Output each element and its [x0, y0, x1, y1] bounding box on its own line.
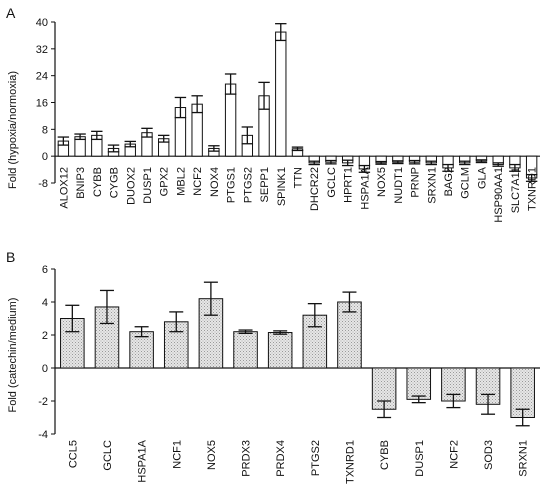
panel-a-bar-spink1	[275, 31, 287, 157]
panel-a-category-label: TXNRD1	[527, 167, 539, 211]
panel-a-category-label: HSPA1A	[359, 166, 371, 209]
panel-a-category-label: GPX2	[159, 167, 171, 196]
panel-a-category-label: BAG2	[443, 167, 455, 196]
panel-b-category-label: CCL5	[67, 440, 79, 468]
panel-b-category-label: PRDX4	[275, 440, 287, 477]
panel-a-category-label: NOX5	[376, 167, 388, 197]
panel-a-category-label: NOX4	[209, 167, 221, 197]
panel-a-category-label: SEPP1	[259, 167, 271, 202]
panel-b-y-tick-label: 4	[42, 297, 48, 309]
panel-a-category-label: NCF2	[192, 167, 204, 196]
panel-a-y-tick-label: 32	[36, 44, 48, 56]
panel-b-y-tick-label: 6	[42, 264, 48, 276]
panel-a-category-label: ALOX12	[58, 167, 70, 209]
panel-a-category-label: GCLM	[460, 167, 472, 199]
panel-a-y-tick-label: 24	[36, 71, 48, 83]
panel-a-category-label: GLA	[476, 166, 488, 189]
panel-a-letter: A	[6, 5, 16, 21]
panel-a-category-label: SPINK1	[276, 167, 288, 206]
panel-a-category-label: PTGS1	[226, 167, 238, 203]
panel-a-category-label: BNIP3	[75, 167, 87, 199]
panel-a-category-label: MBL2	[175, 167, 187, 196]
panel-a-y-tick-label: 8	[42, 124, 48, 136]
panel-a-y-tick-label: 0	[42, 151, 48, 163]
panel-a-category-label: DHCR22	[309, 167, 321, 211]
panel-b-bar-prdx3	[233, 331, 258, 369]
panel-a-category-label: CYBB	[92, 167, 104, 197]
panel-b-letter: B	[6, 249, 15, 265]
panel-b-category-label: TXNRD1	[344, 440, 356, 484]
panel-a-category-label: TTN	[293, 167, 305, 188]
panel-a-y-axis-title: Fold (hypoxia/normoxia)	[7, 71, 19, 189]
panel-a-category-label: SLC7A11	[510, 167, 522, 213]
panel-b-plot: -4 -2 0 2 4 6 CCL5 GCLC HSPA1A NCF1 NOX5 PRDX3 PRDX4…	[38, 264, 540, 484]
panel-b-category-label: PTGS2	[310, 440, 322, 476]
panel-b-category-label: CYBB	[379, 440, 391, 470]
panel-a-y-tick-label: 40	[36, 17, 48, 29]
panel-a-category-label: HSP90AA1	[493, 167, 505, 223]
panel-a-category-label: SRXN1	[426, 167, 438, 204]
panel-b-category-label: DUSP1	[414, 440, 426, 477]
panel-b-y-axis-title: Fold (catechin/medium)	[7, 298, 19, 413]
panel-b-category-label: NCF2	[448, 440, 460, 469]
panel-b-category-label: SOD3	[483, 440, 495, 470]
panel-b-category-label: GCLC	[102, 440, 114, 471]
panel-a-category-label: DUSP1	[142, 167, 154, 204]
panel-a-category-label: PTGS2	[242, 167, 254, 203]
panel-b-bar-prdx4	[267, 332, 293, 369]
panel-a-category-label: DUOX2	[125, 167, 137, 205]
panel-b-y-tick-label: -4	[38, 429, 48, 441]
panel-a-category-label: HPRT1	[343, 167, 355, 203]
panel-b-bar-dusp1	[406, 367, 432, 400]
panel-a-plot: -8 0 8 16 24 32 40 ALOX12 BNIP3 CYBB CYGB DUOX2 DUSP…	[36, 17, 540, 223]
panel-b-category-label: SRXN1	[518, 440, 530, 477]
panel-b-y-tick-label: 2	[42, 330, 48, 342]
panel-b-y-tick-label: 0	[42, 363, 48, 375]
panel-b-y-tick-label: -2	[38, 396, 48, 408]
panel-b-category-label: NCF1	[171, 440, 183, 469]
panel-a-category-label: CYGB	[109, 167, 121, 198]
panel-a-category-label: NUDT1	[393, 167, 405, 204]
panel-b-category-label: PRDX3	[241, 440, 253, 477]
panel-b-category-label: NOX5	[206, 440, 218, 470]
panel-b-category-label: HSPA1A	[137, 439, 149, 482]
panel-a-y-tick-label: 16	[36, 98, 48, 110]
panel-a-y-tick-label: -8	[38, 178, 48, 190]
panel-a-bar-ptgs1	[224, 83, 237, 157]
panel-a-category-label: GCLC	[326, 167, 338, 198]
panel-a-category-label: PRNP	[410, 167, 422, 198]
